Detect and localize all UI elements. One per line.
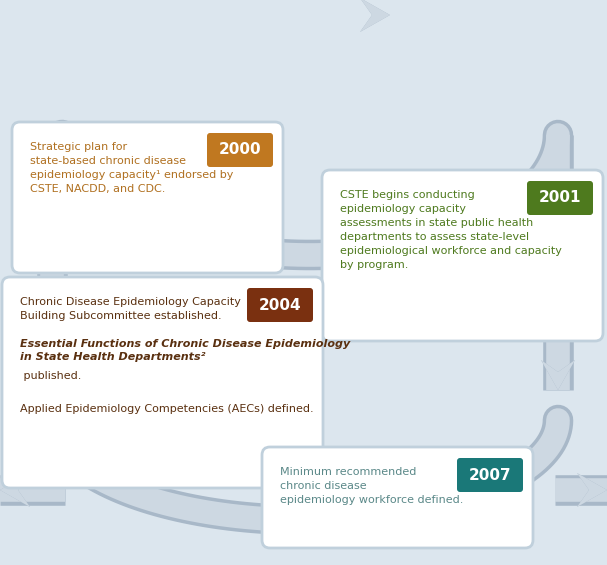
FancyBboxPatch shape <box>527 181 593 215</box>
Text: 2007: 2007 <box>469 467 511 483</box>
FancyBboxPatch shape <box>2 277 323 488</box>
Polygon shape <box>360 0 390 32</box>
Text: Minimum recommended
chronic disease
epidemiology workforce defined.: Minimum recommended chronic disease epid… <box>280 467 463 505</box>
Polygon shape <box>215 408 245 442</box>
Polygon shape <box>215 408 245 442</box>
FancyBboxPatch shape <box>457 458 523 492</box>
FancyBboxPatch shape <box>207 133 273 167</box>
Text: 2001: 2001 <box>539 190 582 206</box>
Text: 2000: 2000 <box>219 142 261 158</box>
Polygon shape <box>577 473 607 507</box>
Text: Essential Functions of Chronic Disease Epidemiology
in State Health Departments²: Essential Functions of Chronic Disease E… <box>20 339 350 362</box>
Polygon shape <box>577 473 607 507</box>
Text: published.

Applied Epidemiology Competencies (AECs) defined.: published. Applied Epidemiology Competen… <box>20 371 314 414</box>
Text: 2004: 2004 <box>259 298 301 312</box>
Text: CSTE begins conducting
epidemiology capacity
assessments in state public health
: CSTE begins conducting epidemiology capa… <box>340 190 562 270</box>
Polygon shape <box>0 473 30 507</box>
Polygon shape <box>360 0 390 32</box>
FancyBboxPatch shape <box>247 288 313 322</box>
Polygon shape <box>0 473 30 507</box>
FancyBboxPatch shape <box>262 447 533 548</box>
Text: Chronic Disease Epidemiology Capacity
Building Subcommittee established.: Chronic Disease Epidemiology Capacity Bu… <box>20 297 241 321</box>
Polygon shape <box>541 360 575 390</box>
Text: Strategic plan for
state-based chronic disease
epidemiology capacity¹ endorsed b: Strategic plan for state-based chronic d… <box>30 142 233 194</box>
Polygon shape <box>541 360 575 390</box>
FancyBboxPatch shape <box>12 122 283 273</box>
FancyBboxPatch shape <box>322 170 603 341</box>
